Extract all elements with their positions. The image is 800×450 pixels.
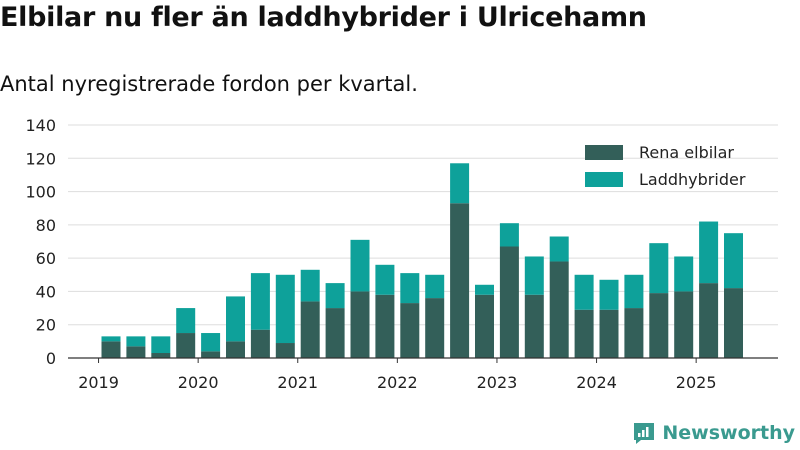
bar-laddhybrider: 2023 Q1: 6 [475, 284, 494, 295]
bar-rena-elbilar: 2020 Q3: 10 [226, 341, 245, 358]
bar-laddhybrider: 2025 Q2: 37 [699, 221, 719, 284]
bar-laddhybrider: 2020 Q4: 34 [250, 273, 270, 330]
bar-laddhybrider: 2021 Q2: 19 [300, 269, 320, 302]
bar-laddhybrider: 2021 Q3: 15 [325, 283, 345, 309]
bar-rena-elbilar: 2022 Q3: 36 [425, 298, 445, 358]
bar-rena-elbilar: 2019 Q2: 10 [101, 341, 121, 358]
legend-label: Laddhybrider [639, 170, 746, 189]
bar-rena-elbilar: 2023 Q2: 67 [499, 246, 519, 358]
bar-rena-elbilar: 2020 Q2: 4 [201, 351, 221, 358]
x-tick-label: 2020 [178, 373, 219, 392]
bar-laddhybrider: 2019 Q4: 10 [151, 336, 171, 354]
bar-rena-elbilar: 2025 Q1: 40 [674, 291, 694, 358]
bar-rena-elbilar: 2022 Q1: 38 [375, 294, 395, 358]
bar-laddhybrider: 2025 Q1: 21 [674, 256, 694, 292]
bar-rena-elbilar: 2021 Q4: 40 [350, 291, 370, 358]
x-tick-label: 2021 [277, 373, 318, 392]
bar-laddhybrider: 2020 Q2: 11 [201, 333, 221, 352]
bar-laddhybrider: 2019 Q2: 3 [101, 336, 121, 342]
bar-laddhybrider: 2025 Q3: 33 [724, 233, 743, 289]
bar-laddhybrider: 2024 Q2: 18 [599, 279, 619, 310]
brand-name: Newsworthy [662, 422, 795, 444]
bar-rena-elbilar: 2021 Q3: 30 [325, 308, 345, 358]
bar-rena-elbilar: 2024 Q2: 29 [599, 309, 619, 358]
bar-rena-elbilar: 2021 Q1: 9 [275, 343, 295, 358]
y-tick-label: 0 [46, 349, 56, 368]
y-tick-label: 40 [36, 282, 56, 301]
y-tick-label: 140 [25, 116, 56, 135]
brand-logo: Newsworthy [632, 421, 795, 445]
x-tick-label: 2024 [576, 373, 617, 392]
y-tick-label: 100 [25, 183, 56, 202]
bar-rena-elbilar: 2024 Q4: 39 [649, 293, 669, 358]
bar-laddhybrider: 2019 Q3: 6 [126, 336, 146, 347]
bar-rena-elbilar: 2025 Q3: 42 [724, 288, 743, 358]
bar-laddhybrider: 2023 Q3: 23 [524, 256, 544, 295]
bar-laddhybrider: 2024 Q3: 20 [624, 274, 644, 309]
bar-laddhybrider: 2022 Q3: 14 [425, 274, 445, 299]
bar-rena-elbilar: 2025 Q2: 45 [699, 283, 719, 358]
bars: 2019 Q2: 102019 Q2: 3 2019 Q3: 72019 Q3: … [101, 163, 743, 358]
x-tick-label: 2025 [676, 373, 717, 392]
bar-laddhybrider: 2023 Q4: 15 [549, 236, 569, 262]
bar-rena-elbilar: 2023 Q1: 38 [475, 294, 494, 358]
bar-rena-elbilar: 2020 Q1: 15 [176, 333, 196, 358]
y-axis-ticks: 0 20 40 60 80 100 120 140 [25, 116, 56, 368]
bar-rena-elbilar: 2021 Q2: 34 [300, 301, 320, 358]
legend-swatch [585, 145, 623, 160]
bar-rena-elbilar: 2022 Q2: 33 [400, 303, 420, 358]
x-tick-label: 2023 [477, 373, 518, 392]
bar-rena-elbilar: 2019 Q4: 3 [151, 353, 171, 358]
bar-laddhybrider: 2020 Q3: 27 [226, 296, 245, 342]
bar-rena-elbilar: 2024 Q1: 29 [574, 309, 594, 358]
bar-rena-elbilar: 2019 Q3: 7 [126, 346, 146, 358]
bar-laddhybrider: 2024 Q4: 30 [649, 243, 669, 294]
chart-subtitle: Antal nyregistrerade fordon per kvartal. [0, 72, 418, 96]
x-tick-label: 2022 [377, 373, 418, 392]
legend: Rena elbilar Laddhybrider [585, 143, 746, 189]
bar-laddhybrider: 2020 Q1: 15 [176, 308, 196, 334]
legend-swatch [585, 172, 623, 187]
newsworthy-icon [634, 423, 655, 444]
y-tick-label: 120 [25, 149, 56, 168]
bar-rena-elbilar: 2024 Q3: 30 [624, 308, 644, 358]
x-tick-label: 2019 [78, 373, 119, 392]
bar-rena-elbilar: 2023 Q3: 38 [524, 294, 544, 358]
bar-laddhybrider: 2022 Q2: 18 [400, 273, 420, 304]
bar-rena-elbilar: 2023 Q4: 58 [549, 261, 569, 358]
y-tick-label: 60 [36, 249, 56, 268]
bar-laddhybrider: 2023 Q2: 14 [499, 223, 519, 247]
bar-laddhybrider: 2021 Q4: 31 [350, 239, 370, 292]
bar-rena-elbilar: 2022 Q4: 93 [450, 203, 470, 358]
bar-laddhybrider: 2021 Q1: 41 [275, 274, 295, 344]
bar-laddhybrider: 2022 Q4: 24 [450, 163, 470, 204]
y-tick-label: 20 [36, 316, 56, 335]
legend-label: Rena elbilar [639, 143, 734, 162]
x-axis: 2019 2020 2021 2022 2023 2024 2025 [68, 357, 778, 392]
chart-title: Elbilar nu fler än laddhybrider i Ulrice… [0, 2, 647, 33]
bar-rena-elbilar: 2020 Q4: 17 [250, 329, 270, 358]
y-tick-label: 80 [36, 216, 56, 235]
bar-laddhybrider: 2024 Q1: 21 [574, 274, 594, 310]
bar-laddhybrider: 2022 Q1: 18 [375, 264, 395, 295]
